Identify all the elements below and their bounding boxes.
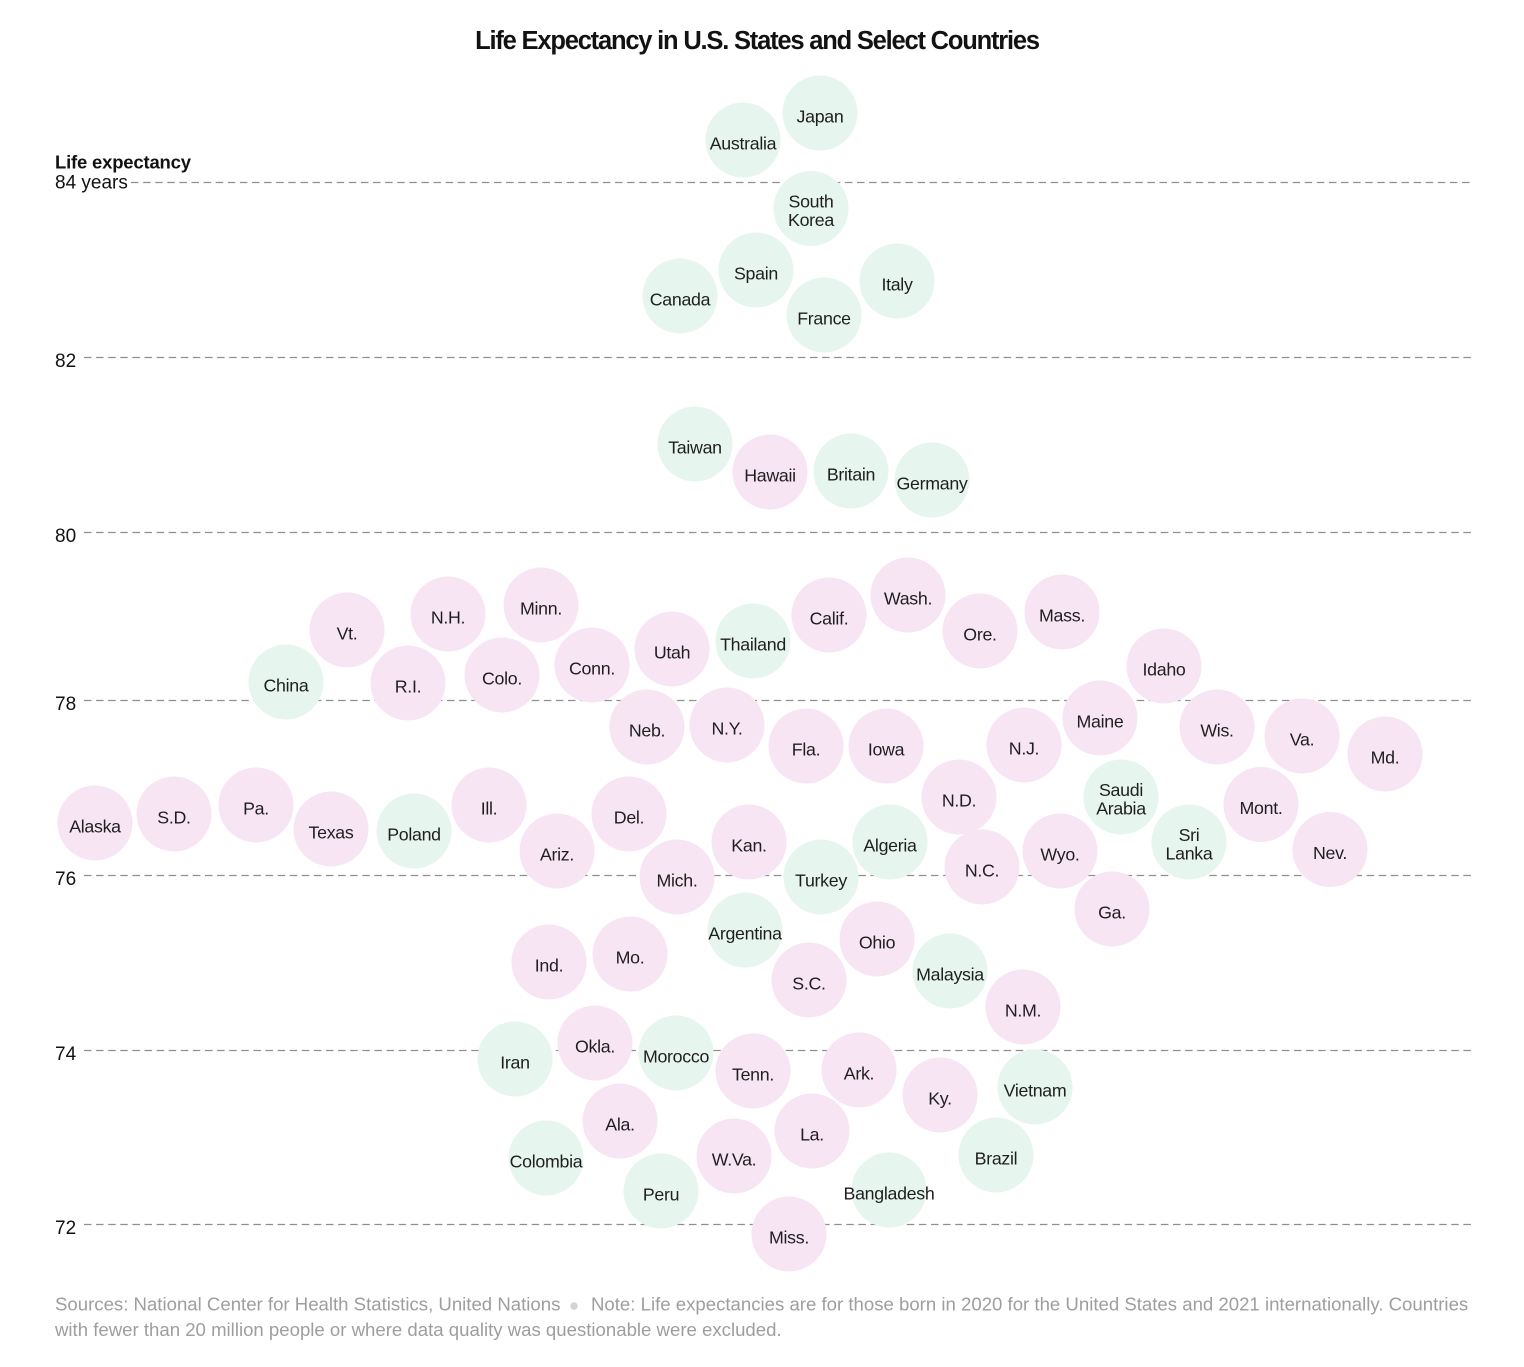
svg-text:Taiwan: Taiwan [668,437,722,457]
svg-text:Sri: Sri [1179,825,1200,845]
svg-text:Bangladesh: Bangladesh [844,1183,935,1203]
svg-text:Hawaii: Hawaii [744,465,796,485]
svg-text:France: France [797,308,851,328]
svg-text:82: 82 [55,351,76,372]
svg-text:Ga.: Ga. [1098,902,1126,922]
svg-text:72: 72 [55,1218,76,1239]
svg-text:Ind.: Ind. [535,955,563,975]
svg-text:Miss.: Miss. [769,1227,809,1247]
svg-text:Mo.: Mo. [616,947,645,967]
svg-text:S.C.: S.C. [792,973,825,993]
svg-text:Va.: Va. [1290,729,1314,749]
svg-text:Mass.: Mass. [1039,605,1085,625]
svg-text:Ill.: Ill. [481,798,498,818]
svg-text:Algeria: Algeria [863,835,917,855]
svg-text:Ore.: Ore. [963,624,996,644]
svg-text:Ky.: Ky. [928,1088,951,1108]
svg-text:Thailand: Thailand [720,634,786,654]
svg-text:78: 78 [55,694,76,715]
svg-text:Mich.: Mich. [657,870,698,890]
svg-text:Md.: Md. [1371,747,1400,767]
svg-text:Vietnam: Vietnam [1004,1080,1067,1100]
svg-text:Wis.: Wis. [1200,720,1233,740]
svg-text:N.Y.: N.Y. [711,718,742,738]
svg-text:Tenn.: Tenn. [732,1064,774,1084]
svg-text:Calif.: Calif. [810,608,849,628]
svg-text:Vt.: Vt. [337,623,358,643]
svg-text:Spain: Spain [734,263,778,283]
svg-text:Maine: Maine [1077,711,1124,731]
svg-text:Korea: Korea [788,210,834,230]
svg-text:Saudi: Saudi [1099,780,1143,800]
svg-text:Ariz.: Ariz. [540,844,574,864]
svg-text:Brazil: Brazil [975,1148,1018,1168]
svg-text:Malaysia: Malaysia [916,964,984,984]
svg-text:Idaho: Idaho [1143,659,1186,679]
svg-text:Neb.: Neb. [629,720,665,740]
svg-text:Canada: Canada [650,289,711,309]
svg-text:with fewer than 20 million peo: with fewer than 20 million people or whe… [54,1319,782,1340]
svg-text:Morocco: Morocco [643,1046,709,1066]
svg-text:Fla.: Fla. [792,739,820,759]
svg-text:76: 76 [55,869,76,890]
svg-text:China: China [264,675,309,695]
svg-text:Colo.: Colo. [482,668,522,688]
svg-text:Italy: Italy [881,274,913,294]
svg-text:74: 74 [55,1044,77,1065]
svg-text:N.J.: N.J. [1009,738,1039,758]
svg-text:La.: La. [800,1124,824,1144]
svg-text:Life Expectancy in U.S. States: Life Expectancy in U.S. States and Selec… [475,27,1040,55]
svg-text:Okla.: Okla. [575,1036,615,1056]
svg-text:80: 80 [55,526,76,547]
svg-text:N.D.: N.D. [942,790,976,810]
svg-text:Conn.: Conn. [569,658,615,678]
svg-text:N.M.: N.M. [1005,1000,1041,1020]
svg-text:Minn.: Minn. [520,598,562,618]
svg-text:Colombia: Colombia [510,1151,583,1171]
svg-text:W.Va.: W.Va. [712,1149,757,1169]
svg-text:N.H.: N.H. [431,607,465,627]
svg-text:Japan: Japan [797,106,844,126]
svg-text:Britain: Britain [827,464,875,484]
svg-text:R.I.: R.I. [395,676,421,696]
svg-text:Ark.: Ark. [844,1063,874,1083]
svg-text:Life expectancy: Life expectancy [55,152,192,173]
svg-text:Mont.: Mont. [1240,798,1283,818]
svg-text:Germany: Germany [896,473,967,493]
svg-text:Turkey: Turkey [795,870,847,890]
svg-text:Argentina: Argentina [708,923,782,943]
svg-text:Poland: Poland [387,824,441,844]
svg-text:Del.: Del. [614,807,644,827]
svg-text:Ohio: Ohio [859,932,896,952]
svg-text:Australia: Australia [710,133,777,153]
svg-text:Lanka: Lanka [1166,843,1213,863]
svg-text:Iran: Iran [500,1052,529,1072]
svg-text:Wash.: Wash. [884,588,932,608]
svg-text:Alaska: Alaska [69,816,121,836]
svg-text:Arabia: Arabia [1096,798,1146,818]
svg-text:Wyo.: Wyo. [1040,844,1079,864]
svg-text:N.C.: N.C. [965,860,999,880]
svg-text:Nev.: Nev. [1313,843,1347,863]
svg-text:Utah: Utah [654,642,690,662]
svg-text:Pa.: Pa. [243,798,269,818]
svg-text:S.D.: S.D. [157,807,190,827]
svg-text:84 years: 84 years [55,172,128,193]
svg-text:Note: Life expectancies are fo: Note: Life expectancies are for those bo… [591,1294,1468,1315]
svg-text:Kan.: Kan. [731,835,766,855]
svg-text:Peru: Peru [643,1184,679,1204]
svg-text:Texas: Texas [309,822,354,842]
svg-text:South: South [789,192,834,212]
svg-text:Ala.: Ala. [605,1114,634,1134]
svg-text:Sources: National Center for H: Sources: National Center for Health Stat… [55,1294,560,1315]
svg-text:Iowa: Iowa [868,739,905,759]
